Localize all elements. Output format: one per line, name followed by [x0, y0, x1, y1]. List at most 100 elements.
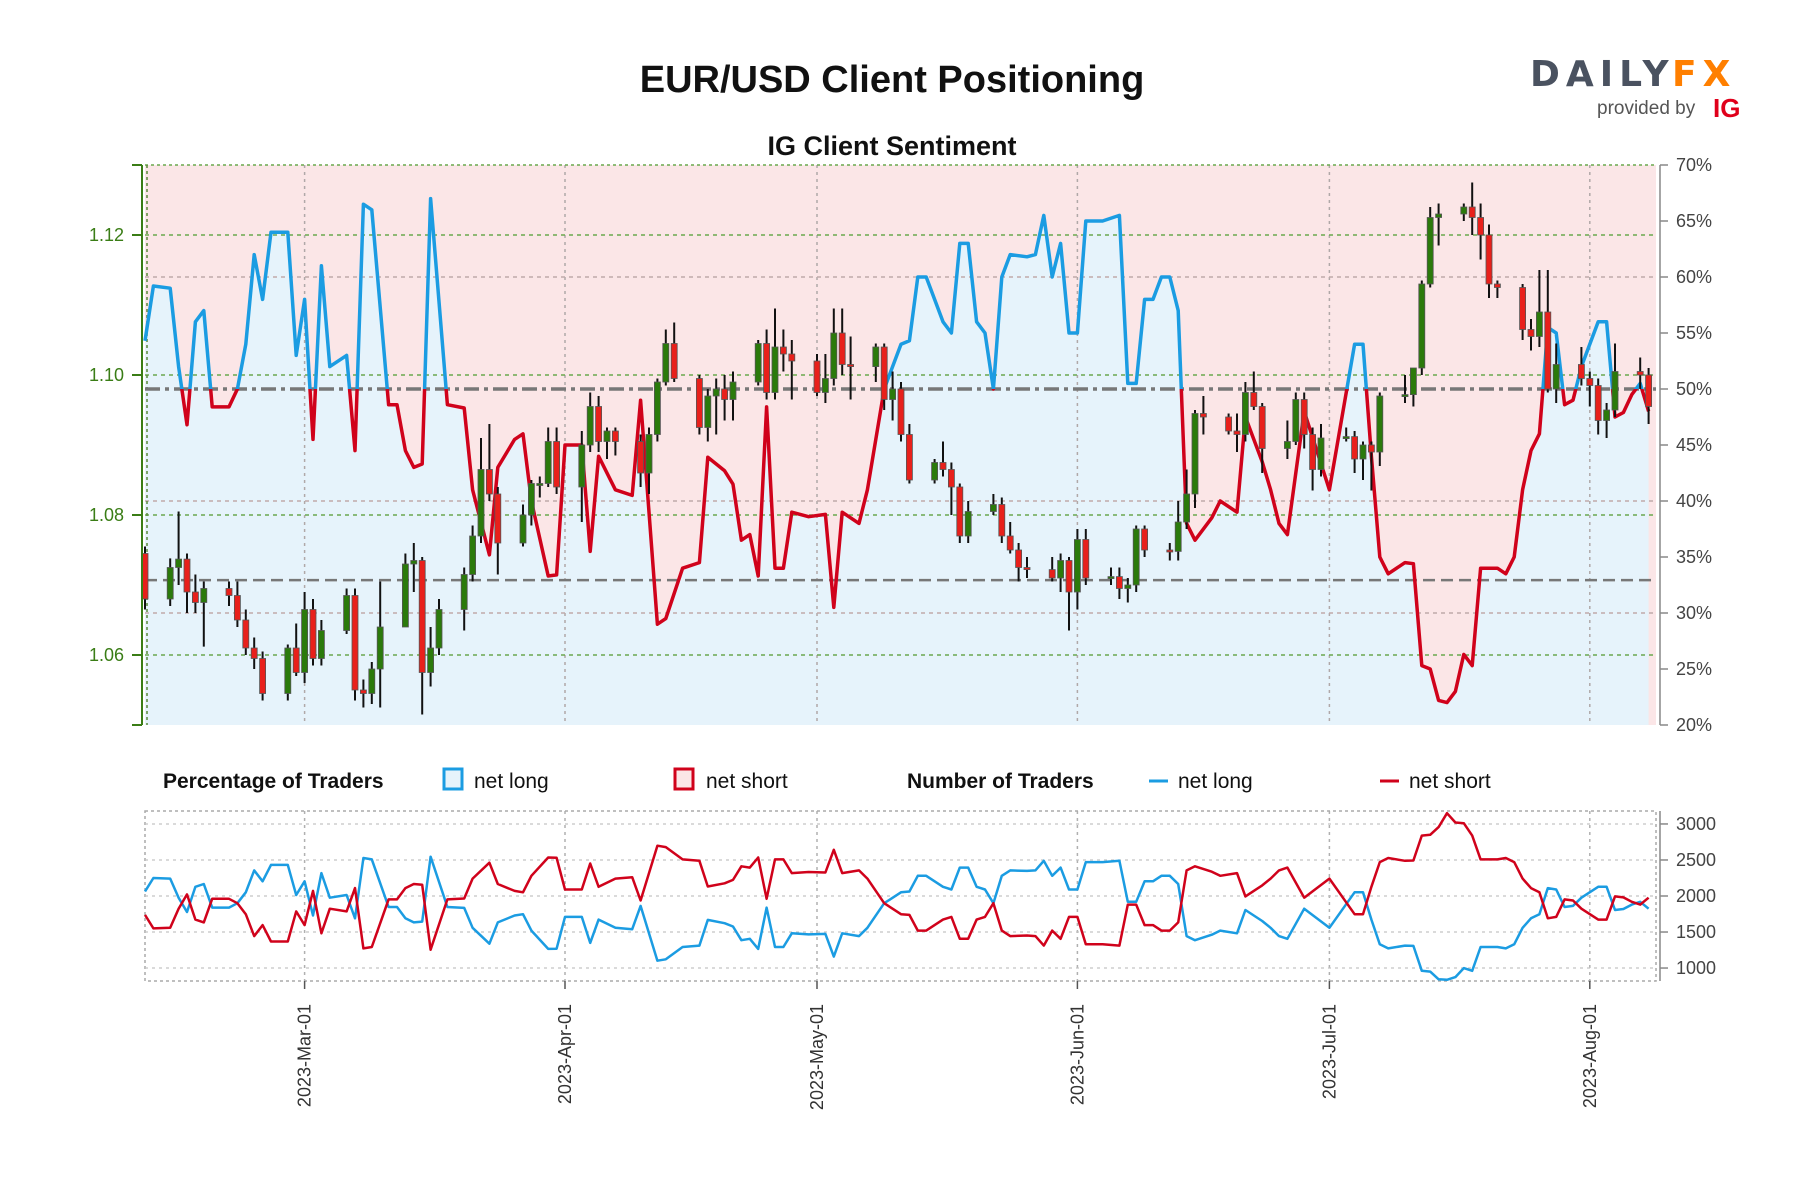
candle: [477, 438, 485, 543]
candle: [1225, 413, 1232, 435]
candle-body: [1200, 413, 1207, 418]
candle: [183, 553, 191, 613]
candle-body: [1368, 444, 1375, 453]
candle-body: [1233, 430, 1241, 435]
candle: [435, 599, 443, 655]
date-tick-label: 2023-Aug-01: [1580, 1004, 1600, 1108]
candle: [485, 424, 493, 501]
candle: [1578, 347, 1585, 386]
candle-body: [477, 469, 485, 537]
candle: [654, 378, 661, 442]
candle: [1460, 203, 1468, 221]
candle-body: [401, 563, 409, 628]
candle-body: [1552, 364, 1560, 390]
candle-body: [1435, 213, 1442, 218]
candle-body: [1401, 394, 1409, 398]
candle-body: [1376, 395, 1384, 453]
candle: [376, 581, 384, 708]
candle: [1107, 567, 1115, 585]
candle-body: [418, 560, 426, 673]
candle-body: [637, 441, 644, 474]
candle: [1057, 553, 1064, 592]
candle: [721, 375, 728, 421]
candle-body: [1527, 329, 1535, 337]
candle-body: [485, 469, 493, 495]
candle: [948, 462, 955, 515]
candle-body: [351, 595, 359, 691]
candle: [1468, 182, 1476, 235]
trader-count-panel: 1000 1500 2000 2500 3000: [143, 810, 1716, 982]
candle-body: [427, 647, 435, 673]
pct-tick-label: 30%: [1676, 603, 1712, 623]
candle: [469, 525, 477, 582]
logo-brand-fx: FX: [1672, 54, 1736, 95]
candle: [359, 679, 367, 708]
candle-body: [1141, 528, 1148, 551]
sentiment-price-panel: 1.06 1.08 1.10 1.12 20% 25% 30% 35% 40% 45% 50% 55%…: [89, 155, 1712, 735]
candle-body: [1082, 539, 1090, 579]
candle-body: [948, 469, 955, 488]
candle-body: [939, 462, 947, 470]
candle: [956, 483, 964, 543]
count-tick-label: 1500: [1676, 922, 1716, 942]
candle: [1284, 420, 1291, 459]
candle: [191, 574, 199, 613]
candle-body: [1494, 283, 1501, 288]
candle: [1309, 427, 1316, 491]
candle: [1477, 203, 1484, 260]
candle: [225, 581, 233, 606]
candle-body: [990, 504, 997, 512]
candle-body: [1174, 521, 1182, 552]
candle: [175, 511, 183, 585]
candle-body: [1309, 434, 1316, 470]
candle: [712, 378, 720, 435]
legend-pct-short-swatch: [673, 767, 695, 791]
candle: [1006, 522, 1014, 554]
candle-body: [250, 647, 258, 659]
candle-body: [1477, 217, 1484, 236]
candle-body: [376, 626, 384, 670]
candle-body: [729, 381, 737, 400]
candle-body: [536, 483, 544, 486]
candle-body: [553, 441, 560, 488]
candle: [1342, 427, 1350, 442]
candle-body: [586, 406, 594, 446]
dailyfx-logo: DAILY FX provided by IG: [1530, 54, 1740, 123]
price-tick-label: 1.12: [89, 225, 124, 245]
candle-body: [645, 434, 653, 474]
candle-body: [1645, 374, 1652, 407]
candle: [729, 371, 737, 421]
logo-brand-daily: DAILY: [1530, 54, 1675, 95]
candle-body: [200, 588, 208, 603]
logo-tagline: provided by: [1597, 98, 1696, 119]
candle-body: [225, 588, 233, 596]
candle-body: [1636, 371, 1644, 376]
candle: [990, 494, 997, 515]
candle: [964, 501, 972, 543]
candle-body: [822, 378, 829, 393]
candle-body: [998, 504, 1006, 537]
candle: [1594, 378, 1602, 435]
candle-body: [670, 343, 678, 379]
candle-body: [872, 346, 880, 368]
date-tick-label: 2023-Mar-01: [295, 1004, 315, 1107]
candle: [1368, 441, 1375, 491]
candle-body: [830, 332, 838, 379]
price-tick-label: 1.08: [89, 505, 124, 525]
candle: [544, 427, 552, 487]
pct-tick-label: 60%: [1676, 267, 1712, 287]
candle: [603, 427, 611, 459]
chart-title: EUR/USD Client Positioning: [640, 59, 1145, 101]
candle-body: [368, 668, 376, 694]
candle-body: [1166, 549, 1174, 553]
candle-body: [233, 595, 241, 621]
candle: [662, 329, 670, 386]
candle-body: [696, 378, 703, 428]
candle: [1074, 529, 1081, 610]
candle-body: [519, 514, 527, 544]
candle: [528, 480, 535, 526]
candle-body: [166, 567, 174, 600]
candle-body: [1132, 528, 1140, 586]
candle: [1141, 525, 1148, 557]
price-tick-label: 1.10: [89, 365, 124, 385]
